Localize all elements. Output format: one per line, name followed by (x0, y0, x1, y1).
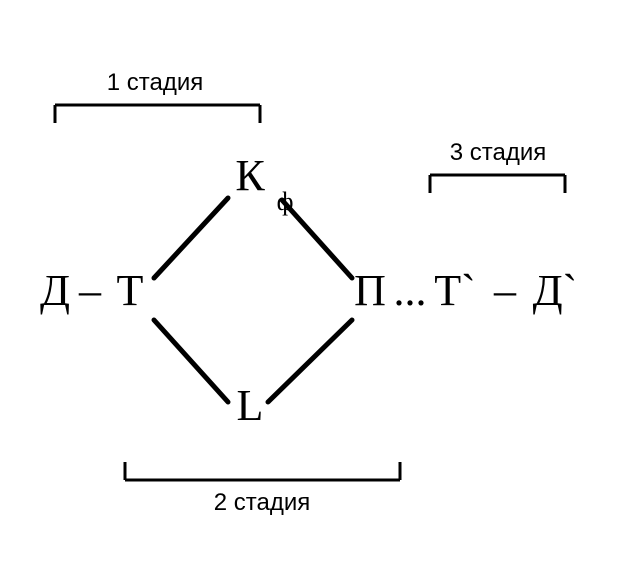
node-Tpr: Т` (434, 266, 476, 315)
stage-label-stage1: 1 стадия (107, 69, 204, 96)
stage-label-stage3: 3 стадия (450, 139, 547, 166)
stage-label-stage2: 2 стадия (214, 489, 311, 516)
node-Dpr: Д` (533, 266, 578, 315)
node-T: Т (117, 266, 144, 315)
node-dash1: – (78, 266, 102, 315)
node-dash2: – (493, 266, 517, 315)
node-K: К (235, 151, 265, 200)
node-dots: ... (394, 266, 427, 315)
node-D: Д (40, 266, 70, 315)
node-P: П (354, 266, 386, 315)
node-Kphi: ф (277, 187, 294, 216)
node-L: L (237, 381, 264, 430)
